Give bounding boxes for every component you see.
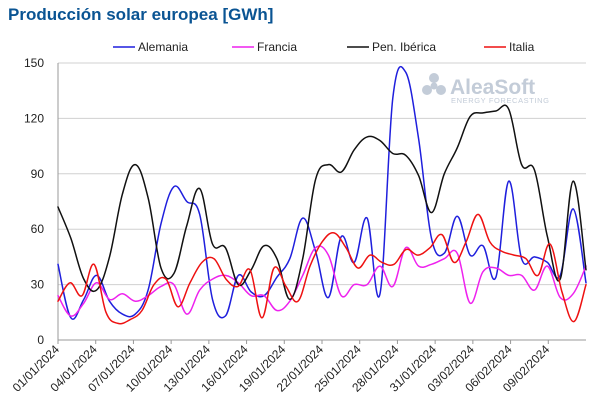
logo-mark xyxy=(436,85,446,95)
legend-label-pen-ib-rica: Pen. Ibérica xyxy=(372,40,436,54)
series-lines xyxy=(57,65,587,325)
logo-mark xyxy=(429,73,439,83)
series-line-pen-ib-rica xyxy=(57,104,587,301)
series-line-italia xyxy=(57,213,587,325)
grid-lines xyxy=(58,62,586,286)
logo-name: AleaSoft xyxy=(450,76,535,99)
y-tick-label: 0 xyxy=(37,333,44,347)
legend-label-italia: Italia xyxy=(509,40,535,54)
y-tick-label: 60 xyxy=(31,222,45,236)
y-axis-ticks: 0 30 60 90 120 150 xyxy=(24,56,44,347)
logo-tagline: ENERGY FORECASTING xyxy=(451,96,550,105)
y-tick-label: 120 xyxy=(24,111,44,125)
chart-title: Producción solar europea [GWh] xyxy=(8,5,274,24)
series-line-francia xyxy=(57,245,587,317)
y-tick-label: 90 xyxy=(31,167,45,181)
legend-label-alemania: Alemania xyxy=(138,40,188,54)
legend: Alemania Francia Pen. Ibérica Italia xyxy=(113,40,535,54)
series-line-alemania xyxy=(57,65,587,320)
x-axis-ticks: 01/01/202404/01/202407/01/202410/01/2024… xyxy=(10,340,553,395)
y-tick-label: 30 xyxy=(31,278,45,292)
legend-label-francia: Francia xyxy=(257,40,297,54)
logo-mark xyxy=(430,82,438,90)
y-tick-label: 150 xyxy=(24,56,44,70)
logo-mark xyxy=(422,85,432,95)
